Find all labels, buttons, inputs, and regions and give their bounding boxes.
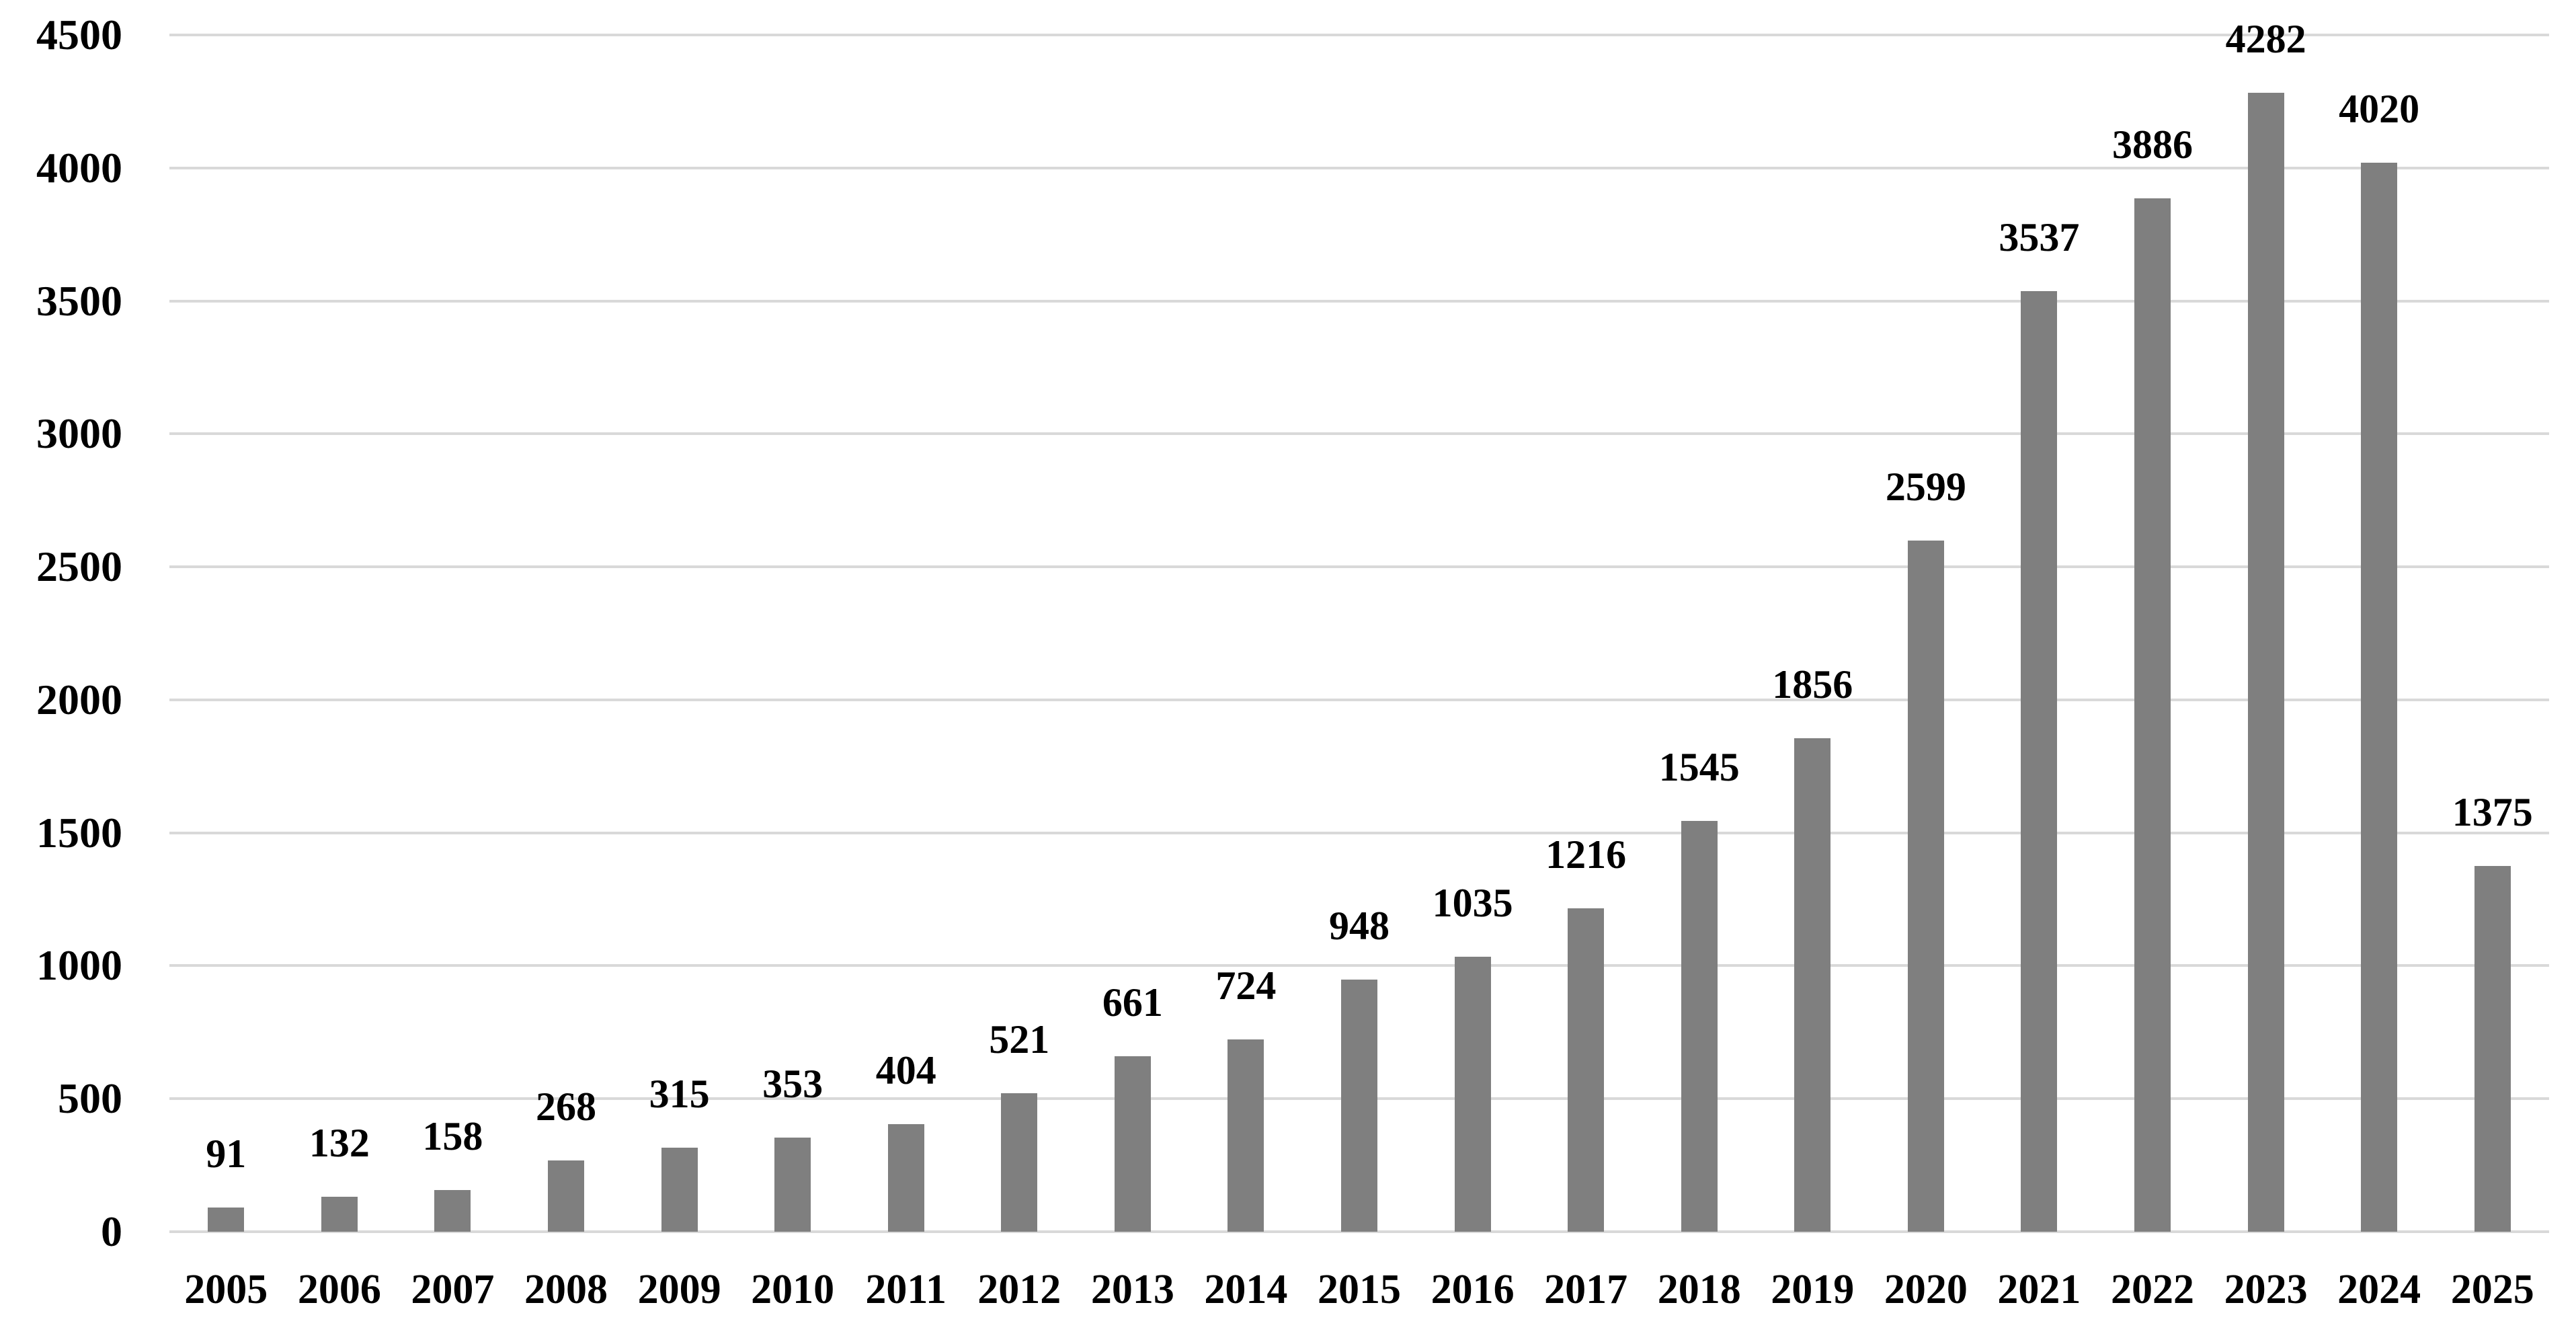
y-axis: 0 500 1000 1500 2000 2500 3000 3500 4000 4500 (0, 13, 122, 1253)
bar-value-label-2008: 268 (536, 1084, 596, 1129)
y-axis-label-2500: 2500 (36, 543, 122, 591)
bar-2024 (2361, 162, 2398, 1232)
bar-value-label-2006: 132 (309, 1120, 370, 1165)
bar-2021 (2021, 290, 2058, 1232)
bar-2023 (2247, 93, 2284, 1232)
bar-2020 (1907, 540, 1944, 1232)
bar-2014 (1227, 1039, 1264, 1232)
gridline-4500 (169, 34, 2549, 36)
gridline-1500 (169, 831, 2549, 834)
y-axis-label-0: 0 (101, 1208, 122, 1255)
x-axis-label-2018: 2018 (1657, 1267, 1741, 1312)
bar-value-label-2005: 91 (206, 1132, 247, 1177)
bar-2005 (208, 1208, 245, 1232)
y-axis-label-4500: 4500 (36, 11, 122, 58)
x-axis-label-2011: 2011 (865, 1267, 947, 1312)
bar-value-label-2023: 4282 (2225, 17, 2306, 62)
bar-2012 (1001, 1093, 1038, 1232)
x-axis-label-2022: 2022 (2111, 1267, 2194, 1312)
x-axis-label-2019: 2019 (1771, 1267, 1855, 1312)
x-axis-label-2014: 2014 (1204, 1267, 1288, 1312)
bar-value-label-2011: 404 (875, 1048, 936, 1093)
gridline-3000 (169, 432, 2549, 436)
y-axis-label-2000: 2000 (36, 675, 122, 723)
x-axis-label-2023: 2023 (2224, 1267, 2308, 1312)
bar-value-label-2014: 724 (1215, 963, 1277, 1008)
bar-value-label-2007: 158 (422, 1113, 483, 1158)
bar-value-label-2021: 3537 (1999, 214, 2080, 260)
gridline-3500 (169, 299, 2549, 303)
gridline-0 (169, 1230, 2549, 1233)
x-axis-label-2005: 2005 (184, 1267, 268, 1312)
bar-2025 (2474, 866, 2511, 1232)
bar-2008 (548, 1160, 584, 1232)
gridline-4000 (169, 166, 2549, 169)
bar-value-label-2015: 948 (1329, 904, 1390, 949)
bar-2006 (321, 1196, 358, 1232)
y-axis-label-1500: 1500 (36, 808, 122, 857)
bar-value-label-2025: 1375 (2452, 790, 2533, 835)
bar-value-label-2018: 1545 (1658, 744, 1740, 789)
x-axis-label-2012: 2012 (977, 1267, 1061, 1312)
bar-2009 (661, 1148, 698, 1232)
bar-2010 (774, 1138, 811, 1232)
y-axis-label-4000: 4000 (36, 143, 122, 192)
x-axis-label-2006: 2006 (297, 1267, 381, 1312)
bar-value-label-2010: 353 (762, 1062, 823, 1107)
gridline-2500 (169, 565, 2549, 569)
x-axis-label-2008: 2008 (524, 1267, 608, 1312)
bar-2011 (887, 1124, 924, 1232)
y-axis-label-3500: 3500 (36, 276, 122, 325)
x-axis-label-2009: 2009 (637, 1267, 721, 1312)
bar-value-label-2022: 3886 (2112, 122, 2193, 167)
bar-2013 (1114, 1056, 1151, 1232)
bar-value-label-2016: 1035 (1432, 880, 1513, 925)
y-axis-label-3000: 3000 (36, 409, 122, 458)
bar-value-label-2017: 1216 (1545, 832, 1627, 877)
bar-value-label-2012: 521 (989, 1017, 1050, 1062)
x-axis-label-2024: 2024 (2337, 1267, 2421, 1312)
bar-value-label-2019: 1856 (1772, 662, 1853, 707)
bar-value-label-2024: 4020 (2339, 86, 2420, 131)
x-axis-label-2025: 2025 (2450, 1267, 2534, 1312)
bar-2022 (2134, 198, 2171, 1232)
x-axis-label-2017: 2017 (1544, 1267, 1628, 1312)
x-axis-label-2007: 2007 (411, 1267, 495, 1312)
x-axis-label-2013: 2013 (1090, 1267, 1174, 1312)
bar-2019 (1794, 738, 1831, 1232)
x-axis-label-2010: 2010 (751, 1267, 835, 1312)
bar-2018 (1681, 820, 1718, 1232)
gridline-2000 (169, 698, 2549, 701)
bar-2016 (1454, 956, 1491, 1232)
x-axis-label-2015: 2015 (1318, 1267, 1401, 1312)
bar-2007 (434, 1189, 471, 1232)
bar-2015 (1341, 980, 1377, 1232)
x-axis: 2005 2006 2007 2008 2009 2010 2011 2012 2013 2014… (169, 1232, 2549, 1344)
plot-area: 91 132 158 268 315 353 404 521 661 724 948 1035 1216… (169, 19, 2549, 1233)
x-axis-label-2021: 2021 (1997, 1267, 2081, 1312)
x-axis-label-2020: 2020 (1884, 1267, 1968, 1312)
bar-2017 (1568, 908, 1605, 1232)
bar-value-label-2013: 661 (1102, 980, 1163, 1025)
y-axis-label-500: 500 (58, 1074, 122, 1123)
x-axis-label-2016: 2016 (1431, 1267, 1515, 1312)
y-axis-label-1000: 1000 (36, 941, 122, 990)
bar-value-label-2009: 315 (649, 1072, 710, 1117)
bar-value-label-2020: 2599 (1885, 464, 1966, 509)
gridline-1000 (169, 964, 2549, 967)
